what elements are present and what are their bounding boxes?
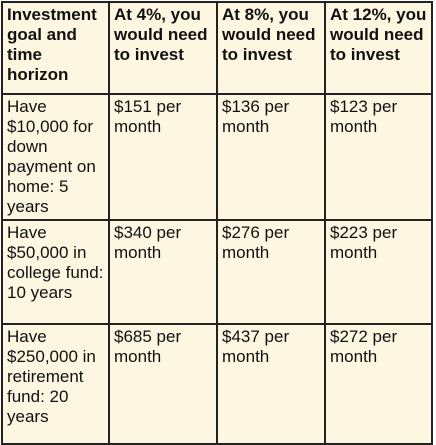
amount-4-percent-cell: $151 per month (108, 93, 218, 221)
table-row: Have $10,000 for down payment on home: 5… (1, 93, 433, 221)
amount-4-percent-cell: $340 per month (108, 219, 218, 325)
table-row: Have $250,000 in retirement fund: 20 yea… (1, 323, 433, 445)
header-8-percent: At 8%, you would need to invest (216, 1, 326, 95)
header-12-percent: At 12%, you would need to invest (324, 1, 433, 95)
goal-cell: Have $10,000 for down payment on home: 5… (1, 93, 110, 221)
amount-12-percent-cell: $123 per month (324, 93, 433, 221)
amount-4-percent-cell: $685 per month (108, 323, 218, 445)
amount-8-percent-cell: $276 per month (216, 219, 326, 325)
header-goal: Investment goal and time horizon (1, 1, 110, 95)
goal-cell: Have $250,000 in retirement fund: 20 yea… (1, 323, 110, 445)
goal-cell: Have $50,000 in college fund: 10 years (1, 219, 110, 325)
amount-8-percent-cell: $437 per month (216, 323, 326, 445)
header-row: Investment goal and time horizon At 4%, … (1, 1, 433, 95)
table-row: Have $50,000 in college fund: 10 years $… (1, 219, 433, 325)
amount-8-percent-cell: $136 per month (216, 93, 326, 221)
header-4-percent: At 4%, you would need to invest (108, 1, 218, 95)
amount-12-percent-cell: $223 per month (324, 219, 433, 325)
amount-12-percent-cell: $272 per month (324, 323, 433, 445)
